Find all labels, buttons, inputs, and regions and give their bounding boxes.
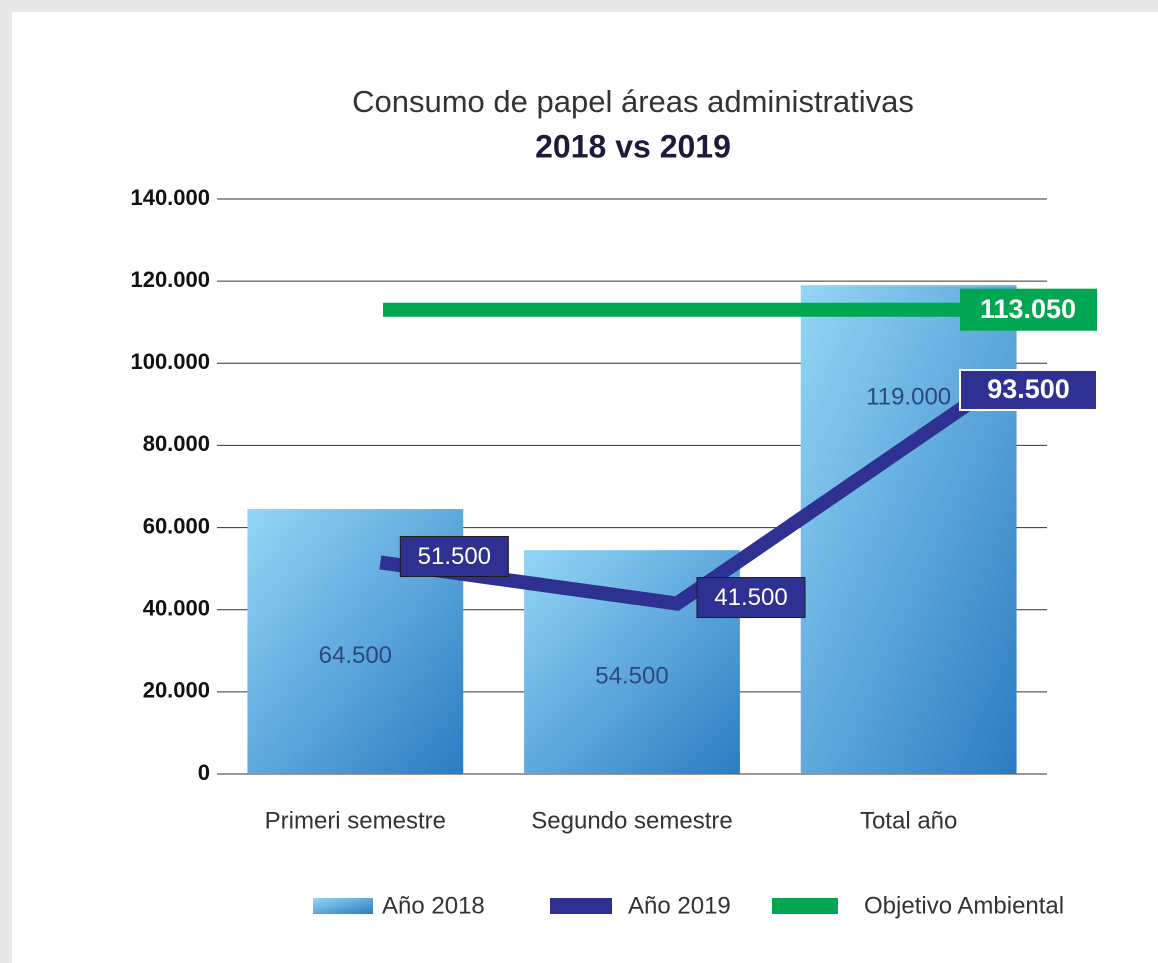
y-tick-label: 40.000 xyxy=(143,596,210,621)
chart-subtitle: 2018 vs 2019 xyxy=(535,128,731,164)
line-value-label: 93.500 xyxy=(987,374,1070,404)
line-label-box xyxy=(696,577,806,619)
bar xyxy=(800,285,1017,774)
legend-swatch xyxy=(550,898,612,914)
legend-swatch xyxy=(313,898,373,914)
y-tick-label: 60.000 xyxy=(143,513,210,538)
legend-label: Año 2019 xyxy=(628,892,731,919)
line-value-label: 51.500 xyxy=(418,543,491,570)
bar-value-label: 64.500 xyxy=(319,642,392,669)
target-label: 113.050 xyxy=(980,294,1076,324)
chart-title: Consumo de papel áreas administrativas xyxy=(352,84,914,119)
y-tick-label: 100.000 xyxy=(130,349,210,374)
target-label-box xyxy=(960,288,1097,331)
x-tick-label: Primeri semestre xyxy=(265,807,446,834)
line-value-label: 41.500 xyxy=(714,584,787,611)
line-label-box xyxy=(959,368,1098,411)
legend-label: Año 2018 xyxy=(382,892,485,919)
y-tick-label: 80.000 xyxy=(143,431,210,456)
y-tick-label: 20.000 xyxy=(143,678,210,703)
x-tick-label: Segundo semestre xyxy=(531,807,732,834)
line-label-box xyxy=(399,535,509,577)
y-tick-label: 0 xyxy=(198,760,210,785)
bar-value-label: 54.500 xyxy=(595,662,668,689)
x-tick-label: Total año xyxy=(860,807,957,834)
y-tick-label: 120.000 xyxy=(130,267,210,292)
legend-swatch xyxy=(772,898,838,914)
bar-value-label: 119.000 xyxy=(866,384,951,411)
legend-label: Objetivo Ambiental xyxy=(864,892,1064,919)
y-tick-label: 140.000 xyxy=(130,185,210,210)
